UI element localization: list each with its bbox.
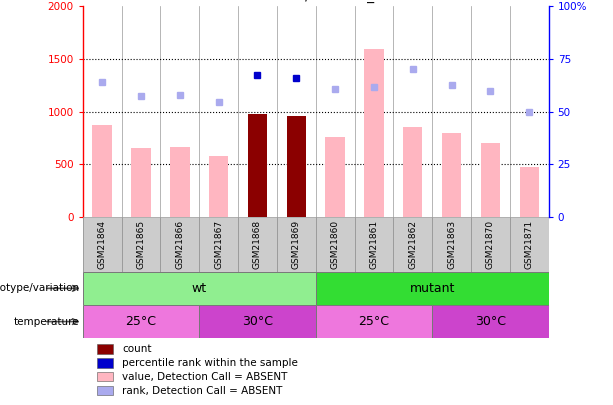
Bar [316, 305, 432, 338]
Bar [519, 166, 539, 217]
Bar [199, 305, 316, 338]
Bar [161, 217, 199, 272]
Bar [83, 305, 199, 338]
Text: count: count [123, 345, 152, 354]
Title: GDS664 / 149885_at: GDS664 / 149885_at [243, 0, 388, 3]
Text: GSM21869: GSM21869 [292, 220, 301, 269]
Bar [97, 344, 113, 354]
Bar [199, 217, 238, 272]
Bar [97, 358, 113, 368]
Text: GSM21868: GSM21868 [253, 220, 262, 269]
Bar [510, 217, 549, 272]
Bar [287, 116, 306, 217]
Text: mutant: mutant [409, 282, 455, 295]
Bar [364, 49, 384, 217]
Bar [121, 217, 161, 272]
Text: 25°C: 25°C [126, 315, 156, 328]
Bar [97, 386, 113, 395]
Text: rank, Detection Call = ABSENT: rank, Detection Call = ABSENT [123, 386, 283, 396]
Bar [394, 217, 432, 272]
Text: GSM21871: GSM21871 [525, 220, 534, 269]
Bar [354, 217, 394, 272]
Text: wt: wt [192, 282, 207, 295]
Bar [209, 156, 228, 217]
Text: GSM21864: GSM21864 [97, 220, 107, 269]
Bar [131, 147, 151, 217]
Bar [238, 217, 277, 272]
Bar [316, 217, 354, 272]
Bar [170, 147, 189, 217]
Bar [277, 217, 316, 272]
Text: GSM21870: GSM21870 [486, 220, 495, 269]
Text: GSM21862: GSM21862 [408, 220, 417, 269]
Text: 30°C: 30°C [475, 315, 506, 328]
Bar [83, 217, 121, 272]
Text: 30°C: 30°C [242, 315, 273, 328]
Text: GSM21863: GSM21863 [447, 220, 456, 269]
Text: genotype/variation: genotype/variation [0, 284, 80, 293]
Bar [97, 372, 113, 382]
Text: percentile rank within the sample: percentile rank within the sample [123, 358, 299, 368]
Bar [403, 126, 422, 217]
Bar [432, 305, 549, 338]
Bar [83, 272, 316, 305]
Text: GSM21860: GSM21860 [330, 220, 340, 269]
Bar [326, 137, 345, 217]
Text: value, Detection Call = ABSENT: value, Detection Call = ABSENT [123, 372, 287, 382]
Text: GSM21865: GSM21865 [137, 220, 145, 269]
Text: 25°C: 25°C [359, 315, 389, 328]
Bar [442, 133, 462, 217]
Bar [316, 272, 549, 305]
Text: GSM21861: GSM21861 [370, 220, 378, 269]
Bar [481, 143, 500, 217]
Bar [93, 126, 112, 217]
Bar [432, 217, 471, 272]
Text: GSM21867: GSM21867 [214, 220, 223, 269]
Bar [248, 114, 267, 217]
Bar [471, 217, 510, 272]
Text: temperature: temperature [14, 317, 80, 326]
Text: GSM21866: GSM21866 [175, 220, 185, 269]
